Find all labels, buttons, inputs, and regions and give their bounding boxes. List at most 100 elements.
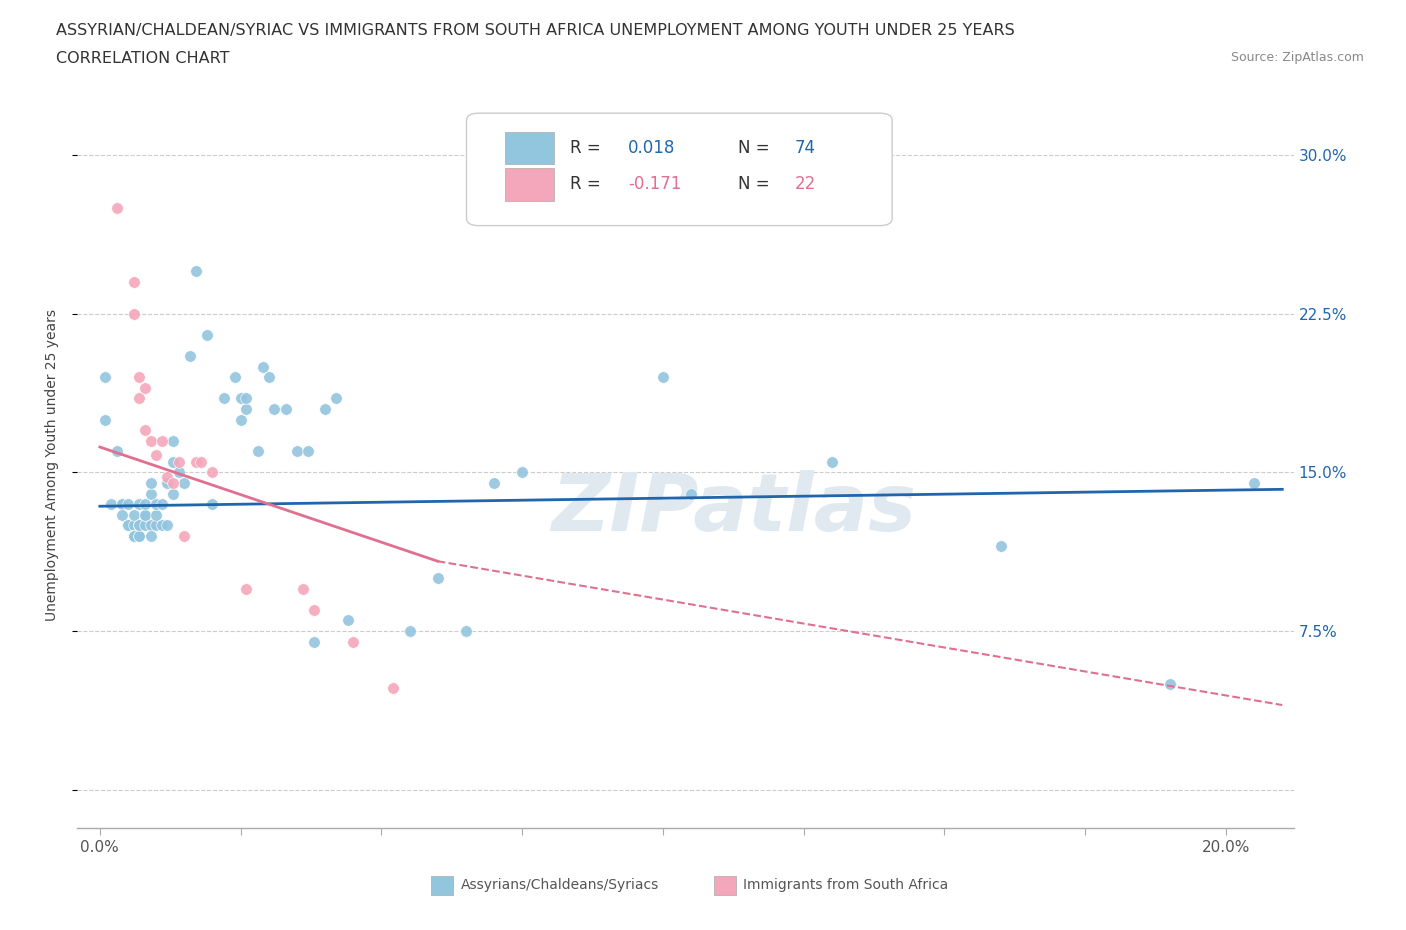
Point xyxy=(162,455,184,470)
Point xyxy=(285,444,308,458)
Point xyxy=(105,201,128,216)
Point xyxy=(212,391,235,405)
Point xyxy=(128,518,150,533)
Point xyxy=(134,518,156,533)
Point xyxy=(201,497,224,512)
Point xyxy=(117,518,139,533)
Point xyxy=(990,539,1012,554)
Point xyxy=(336,613,359,628)
Text: 22: 22 xyxy=(794,175,815,193)
Point xyxy=(302,634,325,649)
Point xyxy=(263,402,285,417)
Text: ZIPatlas: ZIPatlas xyxy=(551,470,917,548)
Point xyxy=(94,412,117,427)
Point xyxy=(117,518,139,533)
Point xyxy=(426,571,449,586)
Point xyxy=(139,486,162,501)
Text: 74: 74 xyxy=(794,139,815,157)
Point xyxy=(179,349,201,364)
Point xyxy=(105,444,128,458)
Point xyxy=(94,370,117,385)
Point xyxy=(150,433,173,448)
Point xyxy=(342,634,364,649)
Point xyxy=(128,518,150,533)
Point xyxy=(167,455,190,470)
Text: ASSYRIAN/CHALDEAN/SYRIAC VS IMMIGRANTS FROM SOUTH AFRICA UNEMPLOYMENT AMONG YOUT: ASSYRIAN/CHALDEAN/SYRIAC VS IMMIGRANTS F… xyxy=(56,23,1015,38)
FancyBboxPatch shape xyxy=(505,168,554,201)
Point xyxy=(122,507,145,522)
Point xyxy=(274,402,297,417)
Point xyxy=(235,402,257,417)
Point xyxy=(122,528,145,543)
Point xyxy=(128,391,150,405)
Point xyxy=(454,624,477,639)
Point xyxy=(162,475,184,490)
Point xyxy=(100,497,122,512)
Point xyxy=(195,327,218,342)
Text: 0.018: 0.018 xyxy=(628,139,676,157)
Point xyxy=(229,391,252,405)
Point xyxy=(184,264,207,279)
Point xyxy=(111,497,134,512)
Point xyxy=(162,433,184,448)
Y-axis label: Unemployment Among Youth under 25 years: Unemployment Among Youth under 25 years xyxy=(45,309,59,621)
Point xyxy=(139,433,162,448)
Point xyxy=(145,518,167,533)
Text: Immigrants from South Africa: Immigrants from South Africa xyxy=(744,878,948,893)
Point xyxy=(128,370,150,385)
Point xyxy=(117,497,139,512)
Point xyxy=(139,518,162,533)
Point xyxy=(122,306,145,321)
Point xyxy=(381,681,404,696)
Point xyxy=(156,518,179,533)
Point xyxy=(651,370,673,385)
Point xyxy=(128,497,150,512)
Point xyxy=(134,507,156,522)
Point xyxy=(246,444,269,458)
FancyBboxPatch shape xyxy=(467,113,893,226)
Point xyxy=(235,391,257,405)
Point xyxy=(156,470,179,485)
Point xyxy=(257,370,280,385)
Point xyxy=(150,497,173,512)
Point xyxy=(167,465,190,480)
Point xyxy=(139,528,162,543)
Text: Assyrians/Chaldeans/Syriacs: Assyrians/Chaldeans/Syriacs xyxy=(461,878,659,893)
Point xyxy=(229,412,252,427)
Text: R =: R = xyxy=(569,139,606,157)
Point xyxy=(156,475,179,490)
Point xyxy=(145,448,167,463)
Point xyxy=(252,359,274,374)
Point xyxy=(681,486,703,501)
Point xyxy=(145,507,167,522)
Point xyxy=(162,486,184,501)
Point xyxy=(398,624,420,639)
Point xyxy=(224,370,246,385)
Point xyxy=(134,497,156,512)
Point xyxy=(1243,475,1265,490)
Point xyxy=(314,402,336,417)
Point xyxy=(145,497,167,512)
Text: N =: N = xyxy=(738,175,775,193)
Text: CORRELATION CHART: CORRELATION CHART xyxy=(56,51,229,66)
Point xyxy=(291,581,314,596)
Text: Source: ZipAtlas.com: Source: ZipAtlas.com xyxy=(1230,51,1364,64)
Point xyxy=(111,497,134,512)
Point xyxy=(302,603,325,618)
Point xyxy=(111,507,134,522)
Point xyxy=(134,422,156,437)
Point xyxy=(139,475,162,490)
Point xyxy=(122,528,145,543)
Text: R =: R = xyxy=(569,175,606,193)
Point xyxy=(821,455,844,470)
Point xyxy=(122,274,145,289)
Point xyxy=(173,528,195,543)
Point xyxy=(482,475,505,490)
Point xyxy=(128,528,150,543)
Point xyxy=(122,528,145,543)
FancyBboxPatch shape xyxy=(505,132,554,165)
Point xyxy=(122,518,145,533)
Point xyxy=(134,507,156,522)
Text: N =: N = xyxy=(738,139,775,157)
Point xyxy=(150,518,173,533)
